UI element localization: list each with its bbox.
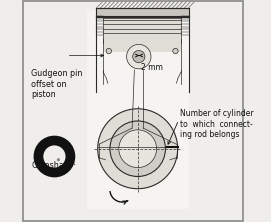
Circle shape xyxy=(173,48,178,54)
Circle shape xyxy=(119,130,157,168)
Circle shape xyxy=(106,48,111,54)
Bar xyxy=(87,11,189,209)
Text: 2 mm: 2 mm xyxy=(141,63,163,72)
Text: Number of cylinder
to  which  connect-
ing rod belongs: Number of cylinder to which connect- ing… xyxy=(180,109,253,139)
Bar xyxy=(102,152,109,161)
Bar xyxy=(103,18,181,52)
Circle shape xyxy=(133,51,145,63)
Circle shape xyxy=(110,121,165,176)
Circle shape xyxy=(57,158,60,161)
Circle shape xyxy=(98,109,178,189)
Bar xyxy=(95,8,189,17)
Circle shape xyxy=(127,44,151,69)
Circle shape xyxy=(45,147,64,166)
Text: Gudgeon pin
offset on
piston: Gudgeon pin offset on piston xyxy=(31,69,82,99)
Bar xyxy=(167,152,173,161)
Circle shape xyxy=(38,141,70,172)
Text: Camshaft: Camshaft xyxy=(31,161,70,170)
